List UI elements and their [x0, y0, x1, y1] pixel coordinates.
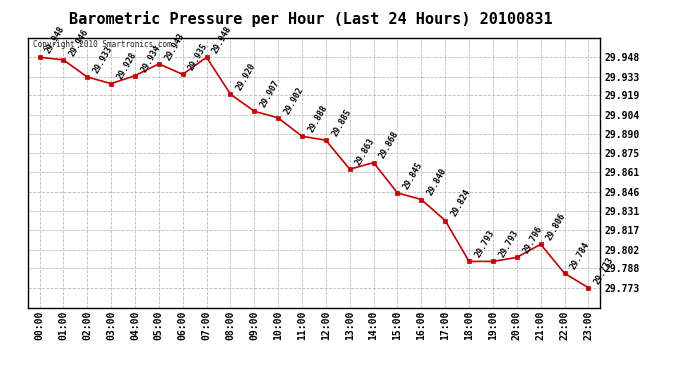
Text: 29.902: 29.902: [282, 85, 305, 116]
Text: 29.824: 29.824: [449, 188, 472, 218]
Text: 29.773: 29.773: [593, 255, 615, 286]
Text: 29.840: 29.840: [426, 167, 449, 197]
Text: 29.793: 29.793: [497, 229, 520, 259]
Text: 29.948: 29.948: [43, 25, 66, 55]
Text: 29.935: 29.935: [187, 42, 210, 72]
Text: 29.793: 29.793: [473, 229, 496, 259]
Text: 29.946: 29.946: [68, 27, 90, 58]
Text: 29.806: 29.806: [545, 211, 568, 242]
Text: 29.934: 29.934: [139, 43, 162, 74]
Text: 29.920: 29.920: [235, 62, 257, 92]
Text: 29.863: 29.863: [354, 136, 377, 167]
Text: 29.948: 29.948: [210, 25, 233, 55]
Text: 29.943: 29.943: [163, 31, 186, 62]
Text: 29.933: 29.933: [91, 44, 115, 75]
Text: 29.928: 29.928: [115, 51, 138, 81]
Text: 29.885: 29.885: [330, 108, 353, 138]
Text: Copyright 2010 Smartronics.com: Copyright 2010 Smartronics.com: [33, 40, 172, 49]
Text: 29.796: 29.796: [521, 225, 544, 255]
Text: 29.907: 29.907: [259, 79, 282, 109]
Text: 29.845: 29.845: [402, 160, 424, 191]
Text: 29.868: 29.868: [377, 130, 401, 160]
Text: Barometric Pressure per Hour (Last 24 Hours) 20100831: Barometric Pressure per Hour (Last 24 Ho…: [69, 11, 552, 27]
Text: 29.784: 29.784: [569, 241, 591, 271]
Text: 29.888: 29.888: [306, 104, 329, 134]
